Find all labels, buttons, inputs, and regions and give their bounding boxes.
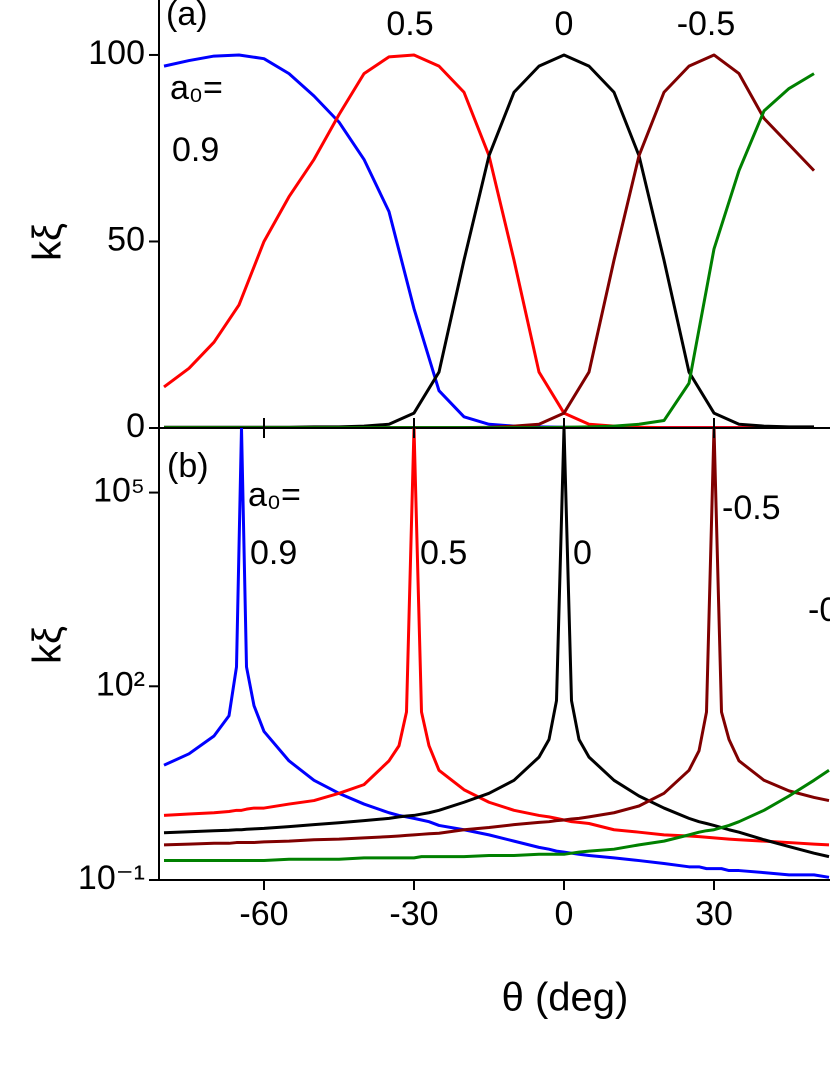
annotation: a₀=	[248, 476, 301, 514]
series-line	[163, 428, 830, 879]
series-line	[164, 769, 830, 863]
y-axis-title: kξ	[26, 626, 70, 664]
series-line	[163, 428, 830, 847]
plot-area	[163, 53, 816, 428]
y-tick-label: 10²	[96, 665, 145, 703]
curve-label: 0	[573, 534, 592, 572]
y-tick-label: 10⁵	[93, 472, 145, 510]
x-tick-label: -60	[239, 895, 288, 933]
y-tick-label: 0	[126, 407, 145, 445]
x-tick-label: -30	[389, 895, 438, 933]
curve-label: 0.5	[386, 5, 433, 43]
y-tick-label: 50	[107, 220, 145, 258]
x-tick-label: 30	[695, 895, 733, 933]
curve-label: 0.9	[250, 534, 297, 572]
plot-area	[163, 428, 830, 879]
series-line	[163, 428, 830, 859]
x-axis-title: θ (deg)	[502, 976, 629, 1020]
y-axis-title: kξ	[26, 223, 70, 261]
curve-label: -0.5	[677, 5, 736, 43]
series-line	[163, 428, 830, 847]
y-tick-label: 10⁻¹	[78, 859, 145, 897]
y-tick-label: 100	[88, 34, 145, 72]
curve-label: 0	[555, 5, 574, 43]
curve-label: -0.5	[722, 489, 781, 527]
curve-label: 0.5	[420, 534, 467, 572]
panel-label: (b)	[167, 447, 209, 485]
curve-label: -0.9	[808, 591, 830, 629]
x-tick-label: 0	[555, 895, 574, 933]
curve-label: 0.9	[172, 131, 219, 169]
panel-label: (a)	[166, 0, 208, 33]
annotation: a₀=	[170, 69, 223, 107]
